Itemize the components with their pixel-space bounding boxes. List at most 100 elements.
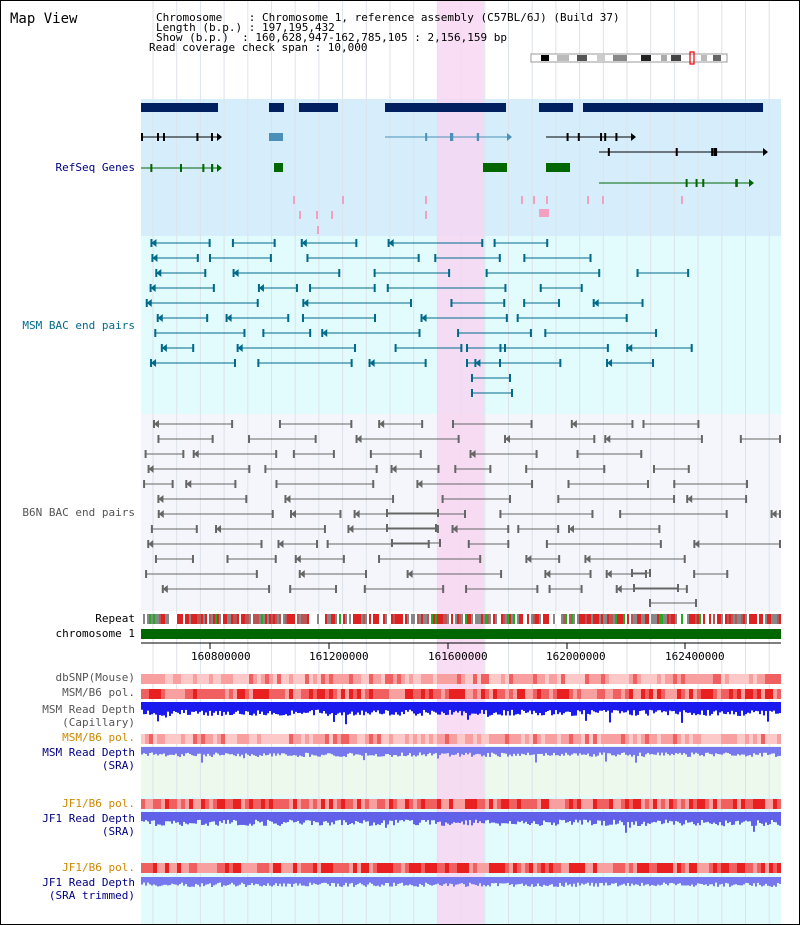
msm-bac-pair-arrow [593,299,599,307]
jf1-sra-depth-bar [277,812,279,826]
dbsnp-cell [437,674,441,684]
jf1-b6-pol-cell [309,799,313,809]
jf1-b6-pol-cell [749,863,753,873]
jf1-trimmed-depth-bar [639,877,641,887]
jf1-b6-pol-cell [305,799,309,809]
msm-b6-pol-cell [649,689,653,699]
jf1-trimmed-depth-bar [509,877,511,885]
jf1-sra-depth-bar [705,812,707,823]
dbsnp-cell [285,674,289,684]
jf1-b6-pol-cell [297,863,301,873]
gene-model-arrow [749,179,754,187]
jf1-sra-depth-bar [637,812,639,826]
jf1-sra-depth-bar [751,812,753,826]
jf1-b6-pol-cell [409,863,413,873]
msm-sra-depth-bar [707,747,709,753]
jf1-sra-depth-bar [487,812,489,820]
msm-bac-pair-end [598,269,601,277]
msm-capillary-depth-bar [505,702,507,716]
msm-b6-pol-cell [633,734,637,744]
b6n-bac-pair-arrow [379,420,385,428]
msm-capillary-depth-bar [215,702,217,712]
label-dbsnp: dbSNP(Mouse) [55,671,135,684]
dbsnp-cell [161,674,165,684]
msm-capillary-depth-bar [307,702,309,713]
msm-capillary-depth-bar [577,702,579,711]
msm-sra-depth-bar [459,747,461,757]
jf1-b6-pol-cell [493,799,497,809]
dbsnp-cell [265,674,269,684]
jf1-b6-pol-cell [713,799,717,809]
jf1-b6-pol-cell [561,799,565,809]
jf1-sra-depth-bar [257,812,259,822]
msm-b6-pol-cell [185,689,189,699]
msm-sra-depth-bar [431,747,433,756]
bac-pair-end [386,509,388,517]
jf1-sra-depth-bar [629,812,631,828]
jf1-sra-depth-bar [327,812,329,823]
msm-sra-depth-bar [739,747,741,756]
msm-capillary-depth-bar [437,702,439,715]
b6n-bac-pair-end [154,555,157,563]
msm-capillary-depth-bar [481,702,483,710]
dbsnp-cell [345,674,349,684]
jf1-sra-depth-bar [207,812,209,826]
jf1-trimmed-depth-bar [613,877,615,884]
jf1-sra-depth-bar [195,812,197,824]
msm-capillary-depth-bar [693,702,695,714]
msm-capillary-depth-bar [429,702,431,715]
msm-capillary-depth-bar [531,702,533,715]
jf1-b6-pol-cell [393,799,397,809]
msm-capillary-depth-bar [145,702,147,715]
repeat-cell [481,614,483,624]
jf1-sra-depth-bar [281,812,283,825]
repeat-cell [303,614,305,624]
dbsnp-cell [513,674,517,684]
b6n-bac-pair-end [465,585,468,593]
msm-b6-pol-cell [617,734,621,744]
dbsnp-cell [305,674,309,684]
msm-b6-pol-cell [629,689,633,699]
b6n-bac-pair-end [673,480,676,488]
jf1-trimmed-depth-bar [551,877,553,885]
jf1-sra-depth-bar [733,812,735,825]
jf1-b6-pol-cell [685,863,689,873]
b6n-bac-pair-end [372,480,375,488]
jf1-b6-pol-cell [333,863,337,873]
b6n-bac-pair-end [658,525,661,533]
msm-sra-depth-bar [185,747,187,754]
dbsnp-cell [557,674,561,684]
msm-capillary-depth-bar [633,702,635,711]
gene-block [269,133,283,141]
repeat-cell [391,614,393,624]
msm-sra-depth-bar [341,747,343,757]
repeat-cell [179,614,181,624]
msm-sra-depth-bar [589,747,591,757]
jf1-trimmed-depth-bar [463,877,465,885]
msm-capillary-depth-bar [157,702,159,722]
b6n-bac-pair-end [603,465,606,473]
msm-b6-pol-cell [461,689,465,699]
msm-b6-pol-cell [709,689,713,699]
msm-sra-depth-bar [197,747,199,754]
jf1-trimmed-depth-bar [289,877,291,884]
jf1-b6-pol-cell [681,863,685,873]
jf1-b6-pol-cell [477,799,481,809]
msm-sra-depth-bar [529,747,531,756]
msm-b6-pol-cell [393,689,397,699]
msm-b6-pol-cell [329,689,333,699]
jf1-sra-depth-bar [473,812,475,823]
msm-b6-pol-cell [529,689,533,699]
msm-b6-pol-cell [765,689,769,699]
msm-capillary-depth-bar [755,702,757,711]
msm-sra-depth-bar [681,747,683,755]
msm-b6-pol-cell [237,734,241,744]
msm-b6-pol-cell [265,734,269,744]
repeat-cell [745,614,747,624]
msm-capillary-depth-bar [399,702,401,716]
msm-sra-depth-bar [251,747,253,755]
jf1-sra-depth-bar [643,812,645,822]
msm-capillary-depth-bar [669,702,671,711]
msm-bac-pair-arrow [421,314,427,322]
